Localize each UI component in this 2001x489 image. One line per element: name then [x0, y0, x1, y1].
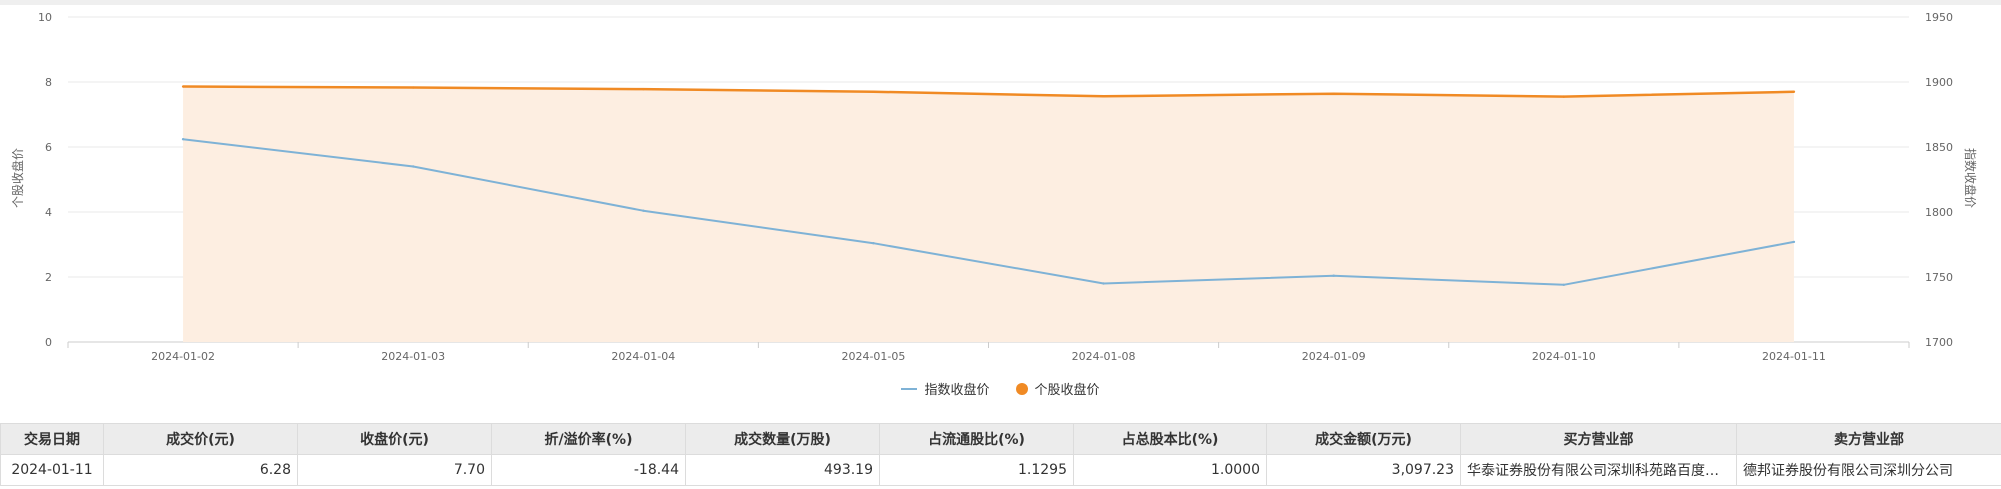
- cell-total-ratio: 1.0000: [1073, 454, 1267, 486]
- index-point: [642, 209, 645, 212]
- x-tick-label: 2024-01-08: [1072, 350, 1136, 363]
- legend-item-stock[interactable]: 个股收盘价: [1015, 379, 1100, 398]
- y-left-tick-label: 10: [38, 11, 52, 24]
- x-tick-label: 2024-01-05: [841, 350, 905, 363]
- cell-close-price: 7.70: [297, 454, 492, 486]
- cell-date: 2024-01-11: [0, 454, 104, 486]
- y-left-tick-label: 4: [45, 206, 52, 219]
- col-header-seller[interactable]: 卖方营业部: [1736, 423, 2001, 455]
- stock-point: [1332, 92, 1335, 95]
- stock-point: [1792, 90, 1796, 93]
- x-tick-label: 2024-01-03: [381, 350, 445, 363]
- cell-volume: 493.19: [685, 454, 880, 486]
- cell-float-ratio: 1.1295: [879, 454, 1074, 486]
- axis-layer: 0 2 4 6 8 10 1700 1750 1800 1850 1900 1950 2024-01-0…: [38, 11, 1953, 363]
- legend-label-index: 指数收盘价: [924, 383, 990, 398]
- stock-point: [1562, 95, 1566, 98]
- top-strip: [0, 0, 2001, 5]
- stock-point: [642, 87, 645, 91]
- legend-line-icon: [901, 387, 918, 390]
- index-point: [181, 138, 185, 141]
- col-header-amount[interactable]: 成交金额(万元): [1266, 423, 1461, 455]
- x-tick-label: 2024-01-02: [151, 350, 215, 363]
- x-tick-label: 2024-01-10: [1532, 350, 1596, 363]
- stock-point: [181, 85, 185, 88]
- index-point: [411, 165, 415, 168]
- stock-close-line: [183, 85, 1794, 98]
- legend-item-index[interactable]: 指数收盘价: [901, 379, 990, 398]
- y-right-tick-label: 1850: [1925, 141, 1953, 154]
- y-right-tick-label: 1950: [1925, 11, 1953, 24]
- legend-dot-icon: [1015, 382, 1028, 395]
- stock-point: [1102, 95, 1105, 98]
- y-left-tick-label: 8: [45, 76, 52, 89]
- right-axis-title: 指数收盘价: [1963, 148, 1978, 208]
- index-point: [1102, 282, 1105, 285]
- col-header-buyer[interactable]: 买方营业部: [1460, 423, 1737, 455]
- y-right-tick-label: 1700: [1925, 336, 1953, 349]
- col-header-date[interactable]: 交易日期: [0, 423, 104, 455]
- legend-label-stock: 个股收盘价: [1034, 383, 1100, 398]
- col-header-volume[interactable]: 成交数量(万股): [685, 423, 880, 455]
- y-right-tick-label: 1750: [1925, 271, 1953, 284]
- line-layer: [181, 85, 1796, 286]
- x-tick-label: 2024-01-09: [1302, 350, 1366, 363]
- cell-buyer: 华泰证券股份有限公司深圳科苑路百度国际大厦证券营业部: [1460, 454, 1737, 486]
- cell-premium-rate: -18.44: [491, 454, 686, 486]
- col-header-float-ratio[interactable]: 占流通股比(%): [879, 423, 1074, 455]
- index-point: [1332, 274, 1335, 277]
- price-chart: 0 2 4 6 8 10 1700 1750 1800 1850 1900 1950 2024-01-0…: [10, 11, 1978, 363]
- y-left-tick-label: 0: [45, 336, 52, 349]
- block-trade-table: 交易日期 成交价(元) 收盘价(元) 折/溢价率(%) 成交数量(万股) 占流通…: [0, 423, 2001, 486]
- left-axis-title: 个股收盘价: [10, 148, 25, 208]
- cell-trade-price: 6.28: [103, 454, 298, 486]
- area-layer: [183, 86, 1794, 342]
- index-close-line: [182, 138, 1795, 286]
- index-point: [1562, 283, 1566, 286]
- stock-area-fill: [183, 86, 1794, 342]
- y-left-tick-label: 2: [45, 271, 52, 284]
- table-header-row: 交易日期 成交价(元) 收盘价(元) 折/溢价率(%) 成交数量(万股) 占流通…: [0, 423, 2001, 455]
- table-row: 2024-01-11 6.28 7.70 -18.44 493.19 1.129…: [0, 454, 2001, 486]
- y-right-tick-label: 1800: [1925, 206, 1953, 219]
- cell-amount: 3,097.23: [1266, 454, 1461, 486]
- col-header-premium-rate[interactable]: 折/溢价率(%): [491, 423, 686, 455]
- y-right-tick-label: 1900: [1925, 76, 1953, 89]
- x-tick-label: 2024-01-11: [1762, 350, 1826, 363]
- chart-legend: 指数收盘价 个股收盘价: [0, 379, 2001, 398]
- y-left-tick-label: 6: [45, 141, 52, 154]
- stock-point: [872, 90, 875, 93]
- col-header-trade-price[interactable]: 成交价(元): [103, 423, 298, 455]
- col-header-total-ratio[interactable]: 占总股本比(%): [1073, 423, 1267, 455]
- x-tick-label: 2024-01-04: [611, 350, 675, 363]
- index-point: [872, 242, 875, 245]
- cell-seller: 德邦证券股份有限公司深圳分公司: [1736, 454, 2001, 486]
- col-header-close-price[interactable]: 收盘价(元): [297, 423, 492, 455]
- stock-point: [411, 86, 415, 89]
- index-point: [1792, 240, 1796, 244]
